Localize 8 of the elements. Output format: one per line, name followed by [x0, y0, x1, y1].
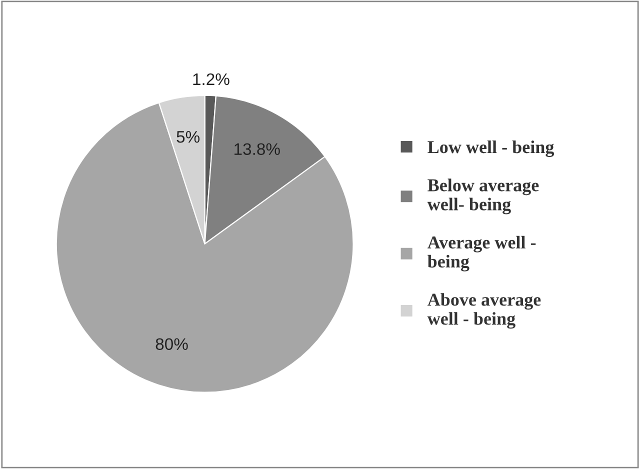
data-label: 5% — [176, 131, 200, 143]
data-label: 13.8% — [234, 143, 280, 155]
legend-label: Below average well- being — [427, 178, 539, 214]
data-label: 1.2% — [193, 73, 230, 86]
legend-label: Above average well - being — [427, 293, 541, 329]
legend-label: Low well - being — [428, 140, 554, 158]
legend-label: Average well - being — [428, 236, 536, 272]
data-label: 80% — [156, 338, 188, 350]
